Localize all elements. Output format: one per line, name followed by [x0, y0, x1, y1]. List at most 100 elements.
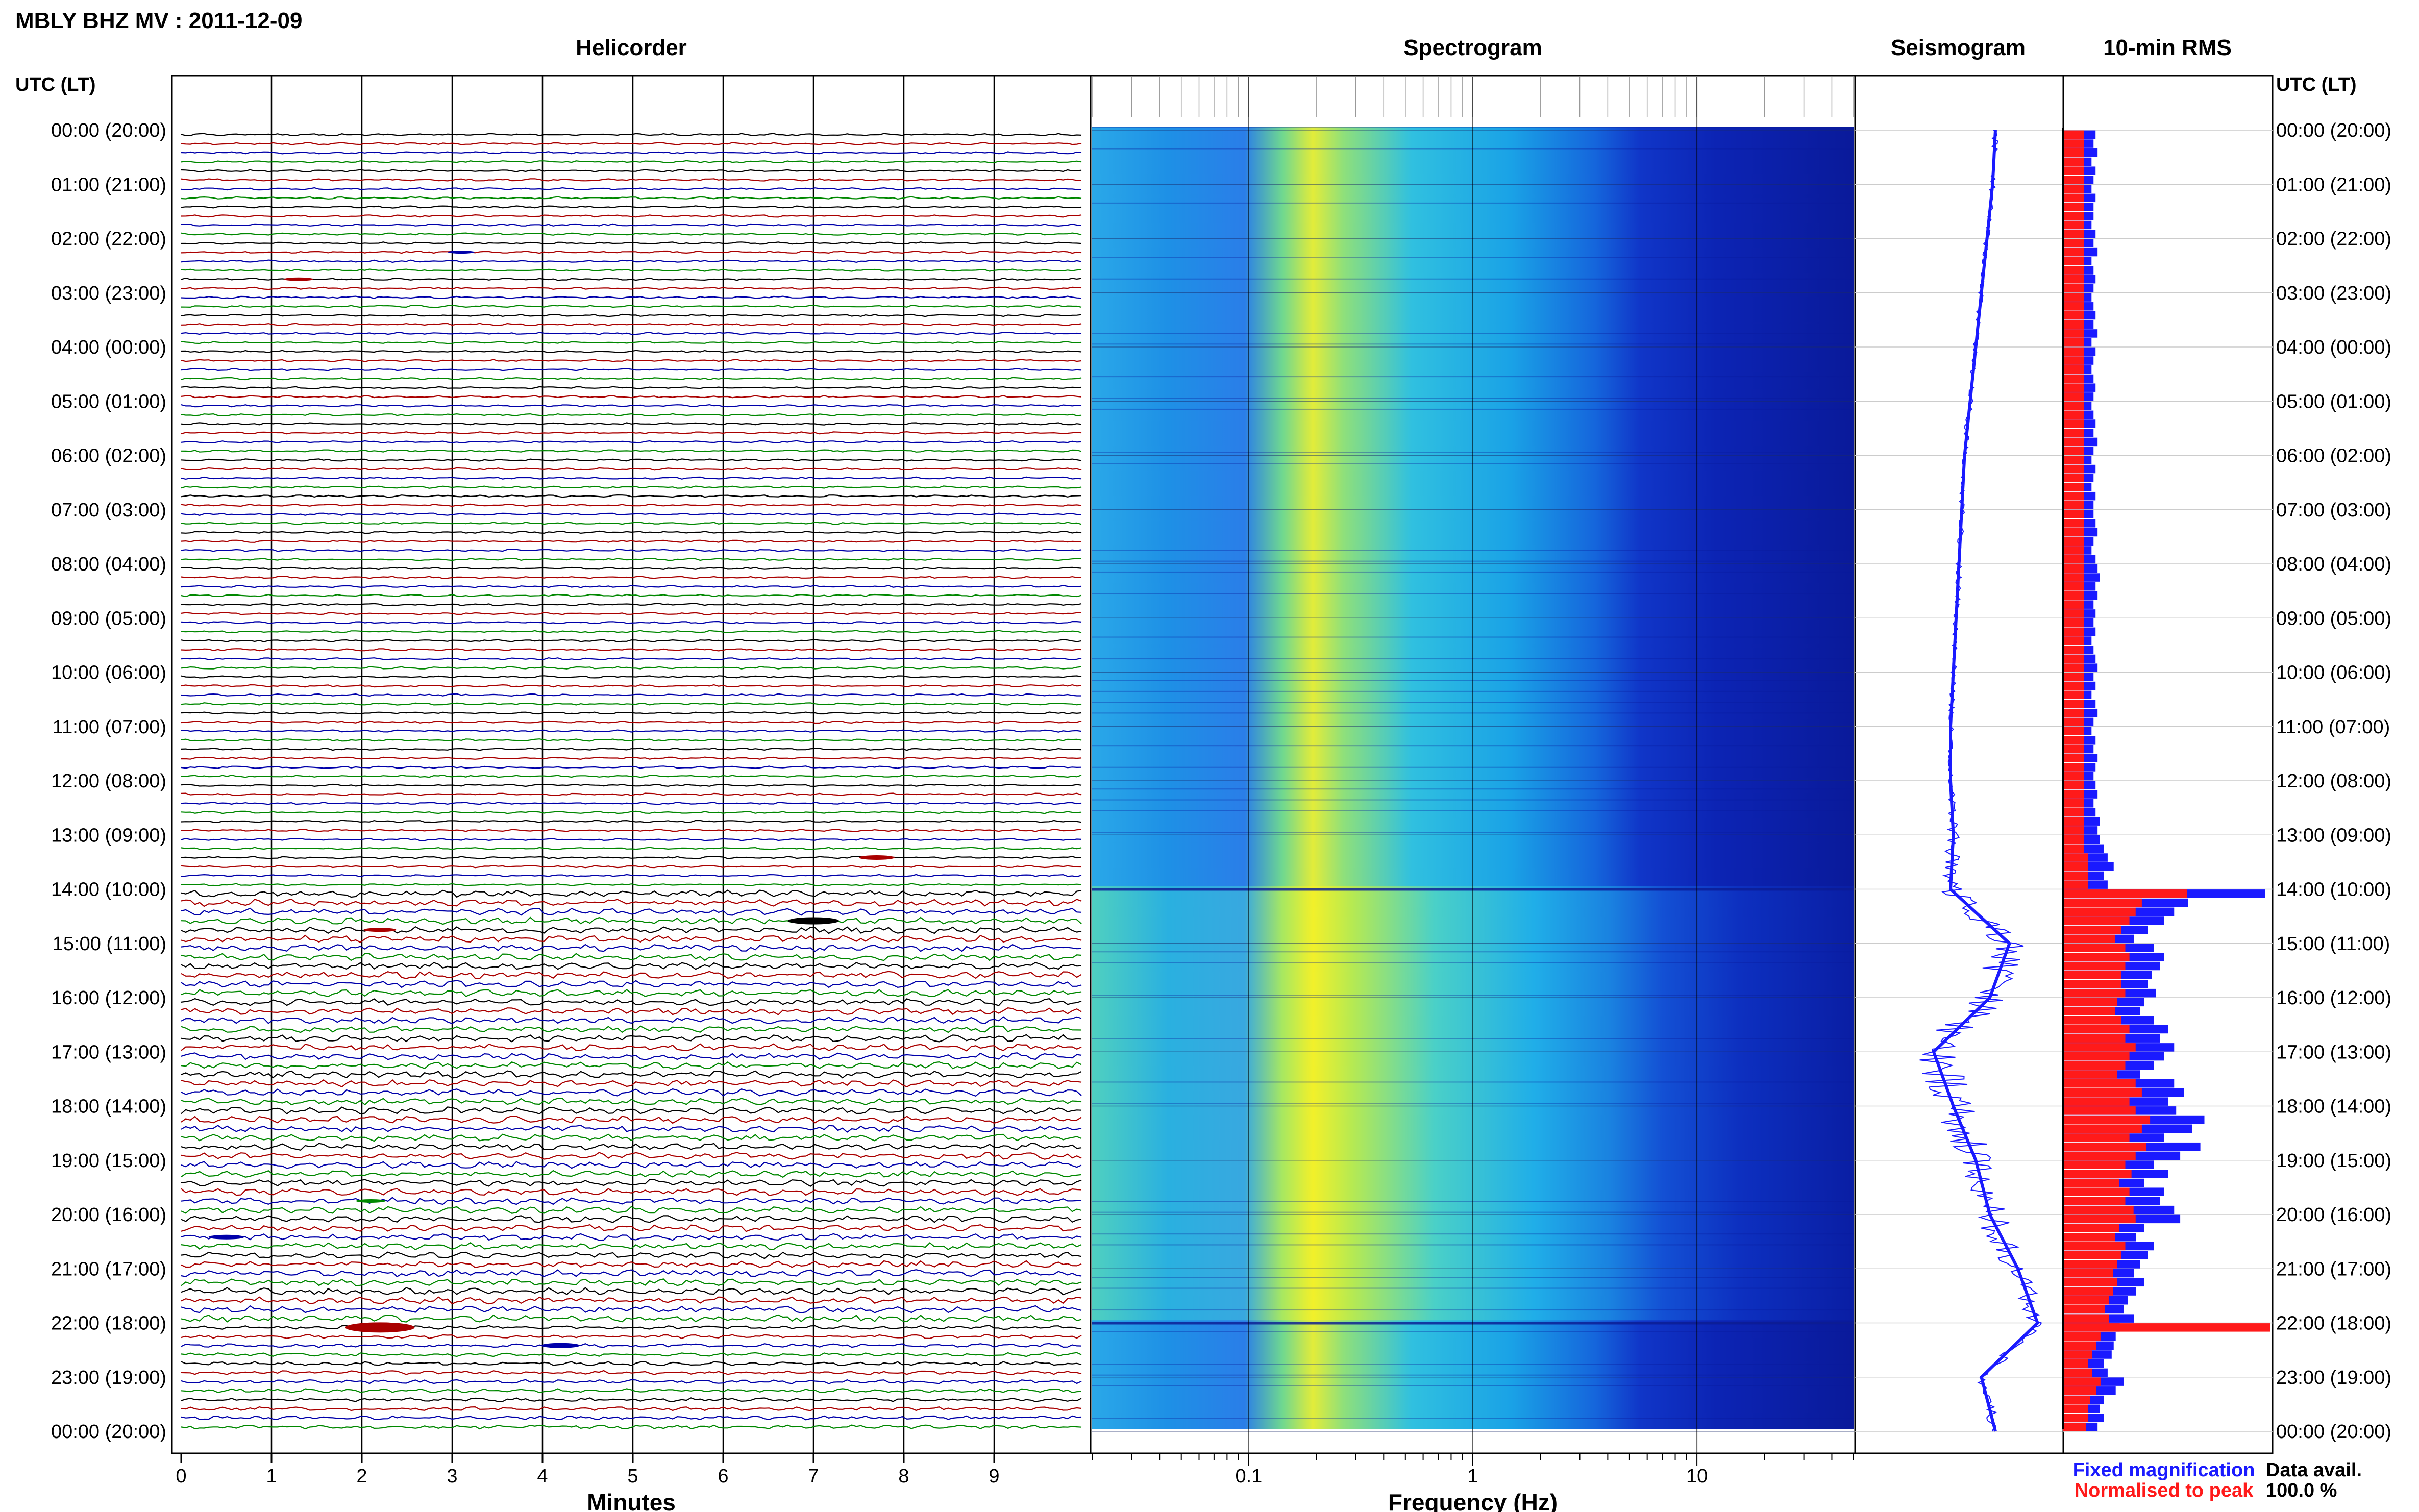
- rms-bar-normalised: [2063, 1341, 2096, 1350]
- rms-bar-normalised: [2063, 1233, 2115, 1242]
- seismogram-panel: [1854, 75, 2064, 1454]
- helicorder-trace: [181, 313, 1082, 317]
- rms-bar-normalised: [2063, 727, 2084, 735]
- rms-bar-normalised: [2063, 862, 2088, 871]
- helicorder-trace: [181, 1206, 1082, 1214]
- rms-bar-normalised: [2063, 708, 2084, 717]
- helicorder-tick-label: 1: [266, 1466, 277, 1487]
- rms-bar-normalised: [2063, 1160, 2126, 1169]
- helicorder-tick-label: 0: [176, 1466, 186, 1487]
- time-label-left: 17:00 (13:00): [51, 1042, 166, 1063]
- helicorder-trace: [181, 512, 1082, 516]
- helicorder-trace: [181, 160, 1082, 164]
- helicorder-tick-label: 7: [808, 1466, 819, 1487]
- time-label-right: 17:00 (13:00): [2276, 1042, 2391, 1063]
- helicorder-trace: [181, 874, 1082, 878]
- helicorder-trace: [181, 989, 1082, 998]
- rms-bar-normalised: [2063, 673, 2084, 681]
- helicorder-tick-label: 9: [989, 1466, 999, 1487]
- time-label-left: 21:00 (17:00): [51, 1258, 166, 1280]
- rms-frame: [2062, 75, 2274, 1454]
- helicorder-trace: [181, 440, 1082, 444]
- rms-bar-normalised: [2063, 998, 2117, 1007]
- rms-bar-normalised: [2063, 907, 2136, 916]
- rms-bar-normalised: [2063, 176, 2084, 184]
- helicorder-trace: [181, 756, 1082, 760]
- rms-bar-normalised: [2063, 1178, 2119, 1187]
- helicorder-trace: [181, 422, 1082, 426]
- helicorder-trace: [181, 286, 1082, 290]
- rms-bars-normalised: [2063, 130, 2270, 1431]
- rms-bar-normalised: [2063, 591, 2084, 600]
- rms-bar-normalised: [2063, 961, 2126, 971]
- rms-bar-normalised: [2063, 501, 2084, 510]
- time-label-right: 07:00 (03:00): [2276, 500, 2391, 521]
- rms-bar-normalised: [2063, 1115, 2151, 1124]
- helicorder-trace: [181, 847, 1082, 851]
- helicorder-tick-label: 4: [537, 1466, 548, 1487]
- rms-bar-normalised: [2063, 1151, 2136, 1160]
- helicorder-trace: [181, 1007, 1082, 1015]
- helicorder-trace: [181, 549, 1082, 552]
- helicorder-trace: [181, 196, 1082, 200]
- rms-bar-normalised: [2063, 491, 2084, 501]
- rms-bar-normalised: [2063, 1187, 2130, 1196]
- helicorder-trace: [181, 1034, 1082, 1043]
- rms-bar-normalised: [2063, 1278, 2117, 1287]
- helicorder-trace: [181, 566, 1082, 571]
- helicorder-trace: [181, 232, 1082, 236]
- time-label-left: 03:00 (23:00): [51, 283, 166, 304]
- helicorder-trace: [181, 693, 1081, 697]
- rms-bar-normalised: [2063, 609, 2084, 618]
- rms-bar-normalised: [2063, 645, 2084, 654]
- spectrogram-x-ticks: 0.1 1 10: [1235, 77, 1708, 1487]
- helicorder-trace: [181, 268, 1082, 272]
- helicorder-trace: [181, 639, 1082, 642]
- helicorder-trace: [181, 1052, 1082, 1060]
- rms-bar-normalised: [2063, 1079, 2136, 1088]
- rms-bar-normalised: [2063, 519, 2084, 528]
- rms-bar-normalised: [2063, 1332, 2101, 1341]
- helicorder-event: [345, 1322, 415, 1333]
- helicorder-trace: [181, 1133, 1082, 1142]
- rms-bar-normalised: [2063, 1314, 2109, 1323]
- rms-bar-normalised: [2063, 184, 2084, 193]
- helicorder-tick-label: 3: [447, 1466, 457, 1487]
- rms-bar-normalised: [2063, 1043, 2136, 1052]
- time-label-right: 03:00 (23:00): [2276, 283, 2391, 304]
- rms-bar-normalised: [2063, 1296, 2109, 1305]
- rms-bar-normalised: [2063, 636, 2084, 645]
- helicorder-trace: [181, 1296, 1082, 1305]
- rms-bar-normalised: [2063, 1422, 2086, 1431]
- time-label-left: 19:00 (15:00): [51, 1150, 166, 1172]
- rms-bar-normalised: [2063, 157, 2084, 166]
- rms-bar-normalised: [2063, 1088, 2142, 1097]
- time-label-left: 23:00 (19:00): [51, 1367, 166, 1389]
- helicorder-trace: [181, 1352, 1082, 1357]
- rms-bar-normalised: [2063, 410, 2084, 419]
- rms-bar-normalised: [2063, 889, 2187, 898]
- helicorder-trace: [181, 1343, 1082, 1348]
- helicorder-trace: [181, 377, 1082, 381]
- rms-bar-normalised: [2063, 573, 2084, 582]
- time-label-left: 02:00 (22:00): [51, 229, 166, 250]
- rms-bar-normalised: [2063, 627, 2084, 636]
- helicorder-title: Helicorder: [576, 35, 687, 60]
- helicorder-trace: [181, 485, 1082, 489]
- helicorder-trace: [181, 350, 1082, 354]
- rms-bar-normalised: [2063, 717, 2084, 727]
- helicorder-trace: [181, 1215, 1082, 1223]
- rms-bar-normalised: [2063, 284, 2084, 293]
- rms-bar-normalised: [2063, 555, 2084, 564]
- time-labels-left: 00:00 (20:00) 01:00 (21:00) 02:00 (22:00) 0…: [51, 120, 166, 1443]
- time-label-right: 06:00 (02:00): [2276, 445, 2391, 467]
- helicorder-trace: [181, 1305, 1082, 1313]
- rms-bar-normalised: [2063, 419, 2084, 428]
- helicorder-trace: [181, 1116, 1082, 1124]
- rms-bar-normalised: [2063, 1323, 2270, 1332]
- helicorder-trace: [181, 837, 1082, 841]
- helicorder-events: [208, 251, 895, 1348]
- rms-bar-normalised: [2063, 275, 2084, 284]
- helicorder-trace: [181, 187, 1082, 191]
- helicorder-trace: [181, 934, 1082, 943]
